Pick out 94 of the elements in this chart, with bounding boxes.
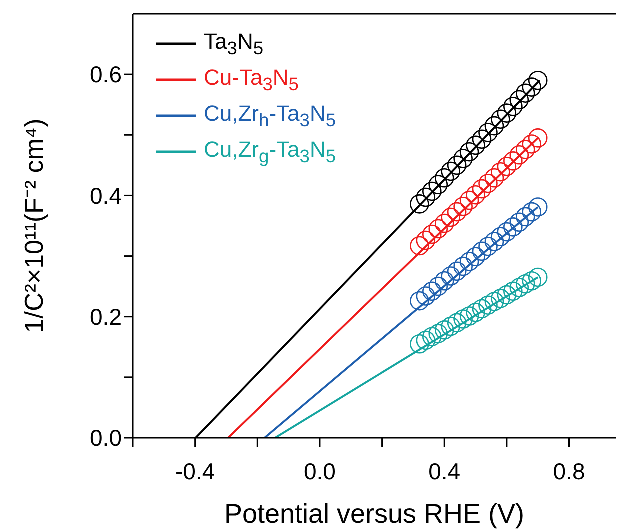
point — [484, 232, 504, 252]
point — [504, 282, 523, 302]
legend-label: Ta$_{3}$N$_{5}$ — [204, 28, 264, 60]
point — [497, 156, 517, 176]
point — [441, 316, 460, 336]
legend-label: Cu,Zr$_{g}$-Ta$_{3}$N$_{5}$ — [204, 136, 336, 168]
point — [422, 224, 442, 244]
y-tick-label: 0.2 — [90, 304, 122, 330]
point — [454, 196, 473, 216]
point — [472, 179, 492, 199]
point — [522, 271, 542, 291]
point — [460, 190, 480, 210]
point — [478, 174, 498, 194]
x-tick-label: 0.4 — [428, 458, 461, 484]
point — [491, 289, 510, 308]
point — [447, 156, 467, 176]
point — [460, 142, 480, 162]
point — [454, 149, 473, 168]
x-tick-label: 0.8 — [553, 458, 586, 484]
point — [516, 140, 536, 160]
point — [454, 310, 473, 329]
point — [416, 188, 436, 208]
y-tick-label: 0.0 — [90, 425, 122, 452]
point — [528, 70, 548, 90]
point — [522, 202, 542, 222]
point — [416, 230, 436, 250]
point — [428, 175, 448, 194]
point — [510, 90, 530, 110]
point — [428, 324, 448, 344]
point — [478, 236, 498, 256]
point — [478, 296, 498, 315]
point — [516, 207, 536, 227]
x-axis-title: Potential versus RHE (V) — [224, 499, 525, 529]
point — [504, 97, 523, 116]
point — [441, 266, 460, 286]
point — [410, 291, 430, 311]
point — [472, 130, 492, 150]
point — [484, 116, 504, 136]
point — [428, 219, 448, 239]
point — [416, 286, 436, 306]
point — [410, 236, 430, 256]
point — [510, 212, 530, 232]
point — [522, 134, 542, 154]
point — [422, 327, 442, 346]
point — [447, 313, 467, 333]
y-tick-label: 0.6 — [90, 62, 122, 88]
legend-label: Cu-Ta$_{3}$N$_{5}$ — [204, 64, 299, 96]
point — [434, 214, 454, 234]
point — [522, 78, 542, 97]
point — [472, 242, 492, 262]
point — [441, 208, 460, 228]
point — [497, 222, 517, 242]
point — [466, 302, 486, 322]
point — [422, 282, 442, 302]
point — [528, 268, 548, 288]
point — [416, 330, 436, 350]
point — [447, 262, 467, 282]
point — [504, 152, 523, 171]
x-tick-label: -0.4 — [176, 458, 216, 484]
point — [460, 252, 480, 272]
point — [484, 168, 504, 188]
point — [447, 202, 467, 222]
point — [434, 168, 454, 188]
point — [528, 128, 548, 148]
y-axis-title: 1/C²×10¹¹(F⁻² cm⁴) — [19, 118, 49, 334]
point — [434, 320, 454, 340]
point — [410, 334, 430, 354]
point — [491, 162, 510, 182]
point — [478, 123, 498, 142]
point — [484, 292, 504, 312]
point — [516, 274, 536, 294]
point — [410, 194, 430, 214]
point — [510, 278, 530, 298]
point — [454, 256, 473, 276]
point — [516, 84, 536, 103]
point — [460, 306, 480, 326]
y-tick-label: 0.4 — [90, 182, 122, 209]
point — [510, 145, 530, 165]
point — [491, 110, 510, 130]
point — [466, 136, 486, 156]
x-tick-label: 0.0 — [304, 458, 336, 484]
point — [466, 185, 486, 205]
point — [497, 285, 517, 305]
point — [422, 182, 442, 202]
point — [491, 227, 510, 247]
point — [434, 271, 454, 291]
point — [466, 247, 486, 267]
point — [441, 162, 460, 182]
point — [428, 276, 448, 296]
legend-label: Cu,Zr$_{h}$-Ta$_{3}$N$_{5}$ — [204, 100, 336, 132]
point — [504, 218, 523, 237]
point — [497, 104, 517, 123]
point — [472, 299, 492, 319]
point — [528, 198, 548, 217]
